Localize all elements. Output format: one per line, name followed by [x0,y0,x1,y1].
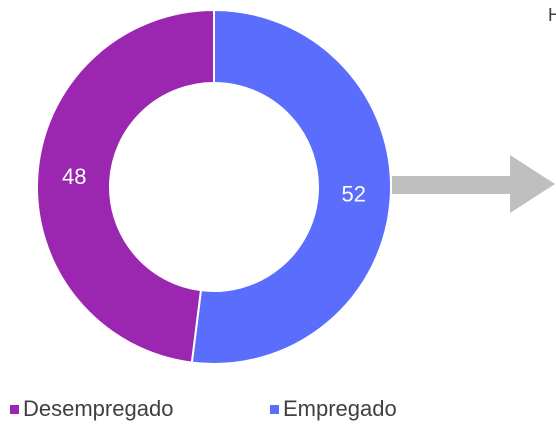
data-label: 48 [62,164,86,189]
annotation: H [548,5,556,25]
legend-label: Desempregado [23,396,173,421]
arrow [392,155,555,213]
donut-slice [190,8,392,365]
legend-swatch [270,405,279,414]
legend-label: Empregado [283,396,397,421]
legend-swatch [10,405,19,414]
data-label: 52 [341,182,365,207]
donut-slice [36,8,215,364]
